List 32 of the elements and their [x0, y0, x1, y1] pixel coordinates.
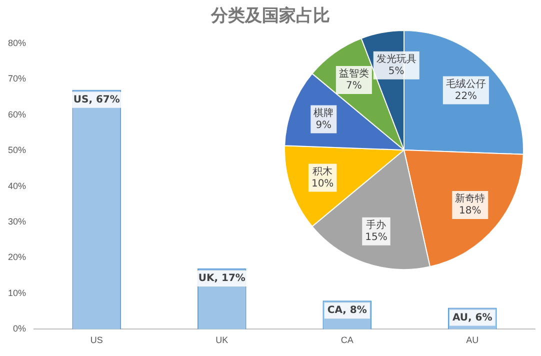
data-label: 9% — [316, 120, 332, 131]
data-label: AU, 6% — [452, 312, 492, 324]
data-label: 10% — [311, 178, 334, 190]
data-label: UK, 17% — [198, 273, 246, 284]
slice-label: 益智类 — [338, 68, 369, 80]
slice-label: 毛绒公仔 — [446, 78, 486, 90]
x-tick-label: CA — [340, 335, 354, 346]
y-tick-label: 10% — [8, 288, 26, 298]
y-tick-label: 80% — [8, 38, 26, 48]
y-tick-label: 70% — [8, 74, 26, 84]
y-tick-label: 40% — [8, 180, 26, 191]
y-tick-label: 20% — [8, 252, 26, 262]
slice-label: 手办 — [366, 219, 386, 232]
data-label: 7% — [346, 80, 362, 92]
slice-label: 积木 — [312, 165, 333, 178]
data-label: 22% — [454, 90, 478, 102]
y-tick-label: 50% — [8, 145, 26, 156]
data-label: CA, 8% — [327, 305, 367, 316]
slice-label: 新奇特 — [455, 192, 486, 205]
x-tick-label: US — [90, 335, 103, 346]
chart-title: 分类及国家占比 — [210, 5, 331, 27]
x-tick-label: UK — [216, 335, 228, 346]
x-tick-label: AU — [466, 335, 479, 346]
data-label: 5% — [388, 66, 404, 77]
data-label: 15% — [365, 232, 388, 244]
data-label: US, 67% — [73, 94, 120, 106]
slice-label: 发光玩具 — [376, 52, 416, 65]
slice-label: 棋牌 — [314, 106, 334, 119]
y-tick-label: 0% — [13, 324, 26, 334]
data-label: 18% — [459, 206, 482, 217]
y-tick-label: 60% — [8, 109, 26, 120]
y-tick-label: 30% — [8, 216, 26, 227]
